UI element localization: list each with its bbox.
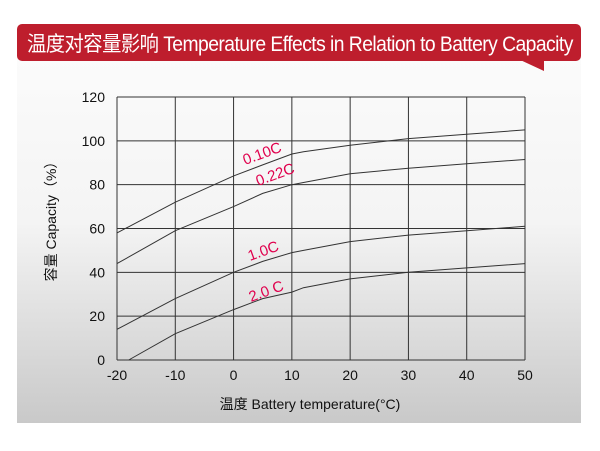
chart-title: 温度对容量影响 Temperature Effects in Relation … bbox=[27, 33, 573, 56]
x-tick-label: 30 bbox=[401, 367, 417, 383]
series-line-10C bbox=[116, 225, 526, 330]
y-tick-label: 120 bbox=[82, 89, 106, 105]
x-tick-label: 10 bbox=[284, 367, 300, 383]
y-tick-label: 0 bbox=[97, 352, 105, 368]
series-line-20C bbox=[128, 263, 526, 361]
y-tick-label: 60 bbox=[89, 221, 105, 237]
y-tick-label: 40 bbox=[89, 264, 105, 280]
x-tick-label: 20 bbox=[342, 367, 358, 383]
series-line-022C bbox=[116, 159, 526, 265]
x-tick-label: 50 bbox=[517, 367, 533, 383]
banner-tail bbox=[516, 58, 544, 71]
series-line-010C bbox=[116, 129, 526, 234]
x-tick-label: 0 bbox=[230, 367, 238, 383]
x-tick-label: -10 bbox=[165, 367, 185, 383]
y-axis-label: 容量 Capacity（%） bbox=[43, 155, 59, 282]
y-tick-label: 80 bbox=[89, 177, 105, 193]
x-tick-label: -20 bbox=[107, 367, 127, 383]
chart-panel bbox=[17, 58, 581, 423]
x-axis-label: 温度 Battery temperature(°C) bbox=[220, 396, 401, 412]
title-banner bbox=[17, 24, 581, 61]
series-label: 2.0 C bbox=[247, 277, 287, 305]
y-tick-label: 100 bbox=[82, 133, 106, 149]
y-tick-label: 20 bbox=[89, 308, 105, 324]
x-tick-label: 40 bbox=[459, 367, 475, 383]
